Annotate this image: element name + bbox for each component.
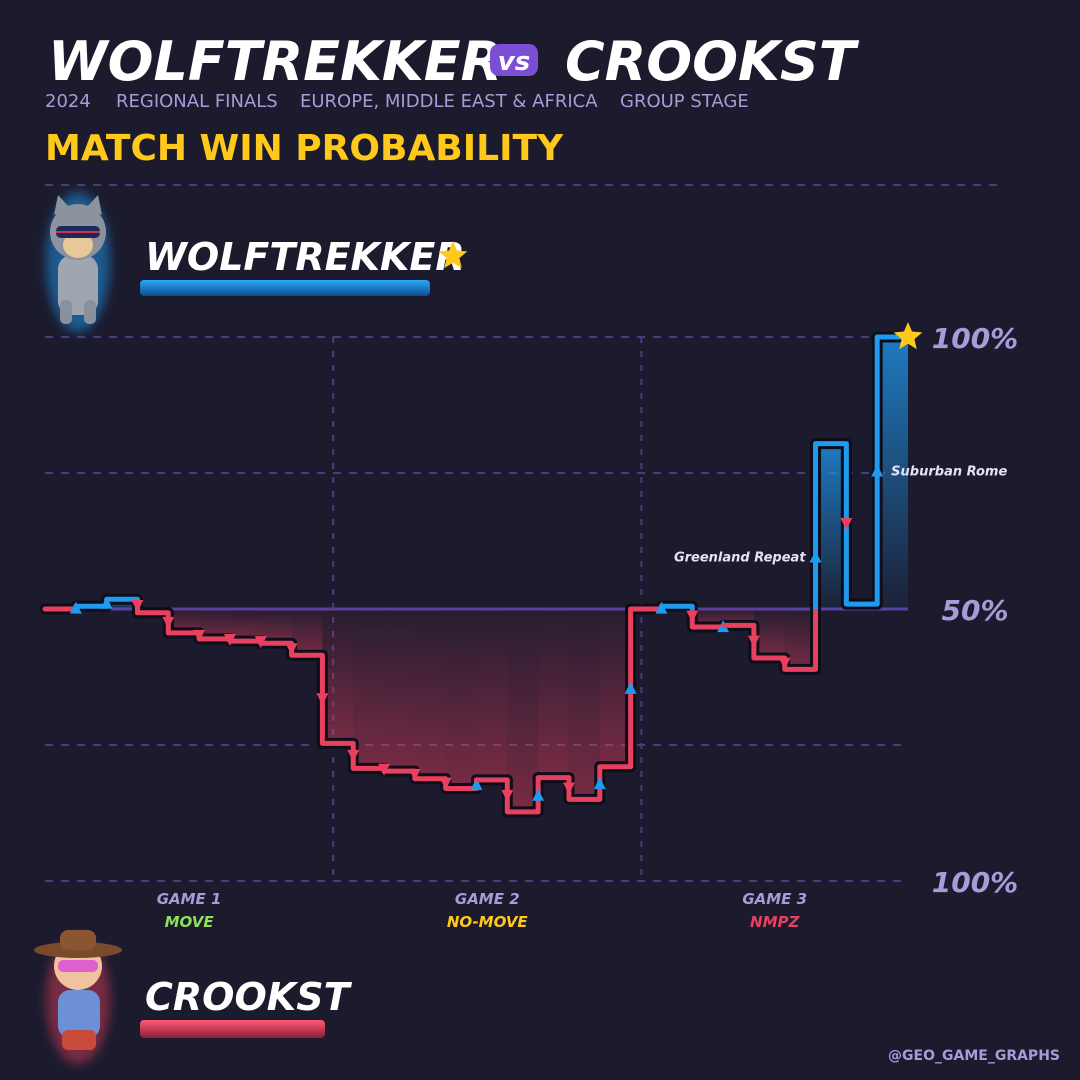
player-bar	[140, 280, 430, 296]
y-tick-label: 100%	[932, 866, 1019, 899]
direction-marker	[408, 768, 421, 781]
title-right: CROOKST	[565, 30, 860, 93]
y-tick-label: 50%	[941, 594, 1008, 627]
subtitle: REGIONAL FINALS	[116, 91, 278, 112]
direction-marker	[501, 789, 514, 802]
direction-marker	[562, 782, 575, 795]
credit: @GEO_GAME_GRAPHS	[888, 1048, 1060, 1064]
direction-marker	[100, 596, 113, 609]
player-bar	[140, 1020, 325, 1038]
direction-marker	[193, 629, 206, 642]
heading: MATCH WIN PROBABILITY	[45, 128, 564, 169]
area	[445, 609, 477, 789]
avatar-crookst	[34, 930, 122, 1064]
area	[538, 609, 569, 778]
player-name: CROOKST	[145, 975, 353, 1019]
player-name: WOLFTREKKER	[145, 235, 465, 279]
direction-marker	[871, 464, 884, 477]
game-label: GAME 3	[742, 890, 807, 908]
area	[168, 609, 200, 633]
game-mode: NO-MOVE	[447, 913, 529, 931]
game-label: GAME 1	[157, 890, 222, 908]
direction-marker	[686, 610, 699, 623]
winner-star	[438, 241, 468, 269]
direction-marker	[470, 778, 483, 791]
title-left: WOLFTREKKER	[48, 30, 502, 93]
subtitle: GROUP STAGE	[620, 91, 749, 112]
direction-marker	[624, 681, 637, 694]
y-tick-label: 100%	[932, 322, 1019, 355]
avatar-wolftrekker	[46, 192, 110, 332]
direction-marker	[347, 749, 360, 762]
direction-marker	[162, 616, 175, 629]
plot: 100% 50% 100% GAME 1 MOVE GAME 2 NO-MOVE GAME 3…	[39, 322, 1019, 931]
game-mode: NMPZ	[750, 913, 800, 931]
direction-marker	[285, 643, 298, 656]
vs: vs	[498, 47, 530, 77]
direction-marker	[131, 600, 144, 613]
annotation: Suburban Rome	[891, 465, 1007, 480]
direction-marker	[532, 788, 545, 801]
direction-marker	[809, 550, 822, 563]
direction-marker	[316, 693, 329, 706]
vs-badge	[490, 44, 538, 76]
area	[476, 609, 508, 780]
subtitle: EUROPE, MIDDLE EAST & AFRICA	[300, 91, 598, 112]
game-label: GAME 2	[455, 890, 520, 908]
subtitle: 2024	[45, 91, 91, 112]
final-star	[893, 322, 923, 350]
game-mode: MOVE	[165, 913, 215, 931]
direction-marker	[747, 635, 760, 648]
area	[384, 609, 415, 772]
annotation: Greenland Repeat	[674, 551, 806, 566]
direction-marker	[778, 657, 791, 670]
area	[414, 609, 446, 779]
direction-marker	[593, 777, 606, 790]
direction-marker	[439, 777, 452, 790]
direction-marker	[840, 517, 853, 530]
